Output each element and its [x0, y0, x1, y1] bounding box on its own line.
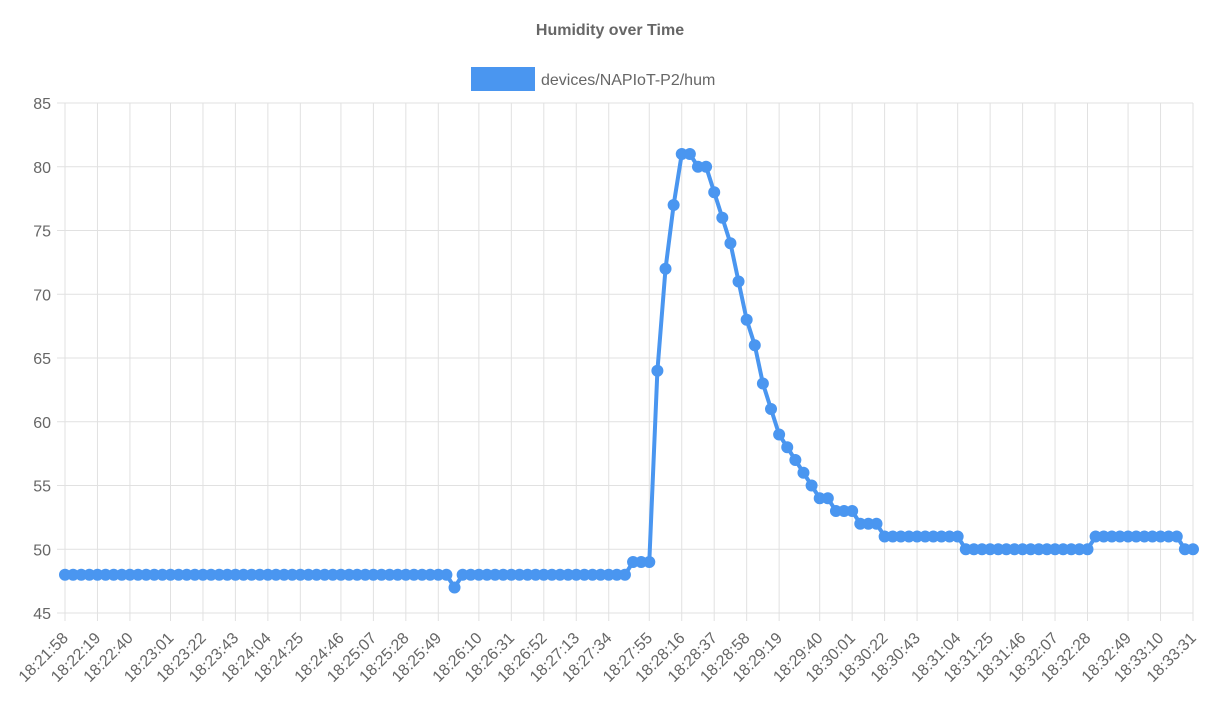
data-point[interactable] — [448, 581, 461, 594]
data-point[interactable] — [773, 428, 786, 441]
data-point[interactable] — [797, 466, 810, 479]
data-point[interactable] — [716, 211, 729, 224]
data-point[interactable] — [700, 160, 713, 173]
data-point[interactable] — [440, 568, 453, 581]
y-tick-label: 65 — [33, 351, 51, 368]
data-point[interactable] — [748, 339, 761, 352]
data-point[interactable] — [765, 403, 778, 415]
x-axis: 18:21:5818:22:1918:22:4018:23:0118:23:22… — [16, 630, 1200, 686]
series-line — [63, 152, 1195, 590]
legend[interactable]: devices/NAPIoT-P2/hum — [471, 67, 715, 91]
y-tick-label: 75 — [33, 224, 51, 241]
series-layer — [59, 148, 1199, 594]
y-tick-label: 70 — [33, 287, 51, 304]
legend-swatch[interactable] — [471, 67, 535, 91]
data-point[interactable] — [781, 441, 794, 454]
data-point[interactable] — [821, 492, 834, 505]
data-point[interactable] — [643, 556, 656, 568]
y-tick-label: 45 — [33, 606, 51, 623]
data-point[interactable] — [667, 199, 680, 211]
data-point[interactable] — [683, 148, 696, 160]
data-point[interactable] — [805, 479, 818, 492]
data-point[interactable] — [951, 530, 964, 543]
y-tick-label: 60 — [33, 415, 51, 432]
data-point[interactable] — [651, 364, 664, 377]
data-point[interactable] — [870, 517, 883, 530]
legend-label[interactable]: devices/NAPIoT-P2/hum — [541, 72, 715, 89]
data-point[interactable] — [659, 262, 672, 275]
data-point[interactable] — [724, 237, 737, 250]
data-point[interactable] — [756, 377, 769, 390]
data-point[interactable] — [740, 313, 753, 326]
y-tick-label: 50 — [33, 542, 51, 559]
y-axis: 45 50 55 60 65 70 75 80 85 — [33, 96, 51, 623]
data-point[interactable] — [789, 454, 802, 466]
y-tick-label: 80 — [33, 160, 51, 177]
data-point[interactable] — [1187, 543, 1199, 556]
data-point[interactable] — [1081, 543, 1094, 556]
y-tick-label: 85 — [33, 96, 51, 113]
chart-title: Humidity over Time — [536, 22, 684, 39]
data-point[interactable] — [732, 275, 745, 288]
data-point[interactable] — [1170, 530, 1183, 543]
data-point[interactable] — [618, 568, 631, 581]
y-tick-label: 55 — [33, 479, 51, 496]
data-point[interactable] — [708, 186, 721, 199]
data-point[interactable] — [846, 505, 859, 517]
grid — [57, 102, 1194, 621]
